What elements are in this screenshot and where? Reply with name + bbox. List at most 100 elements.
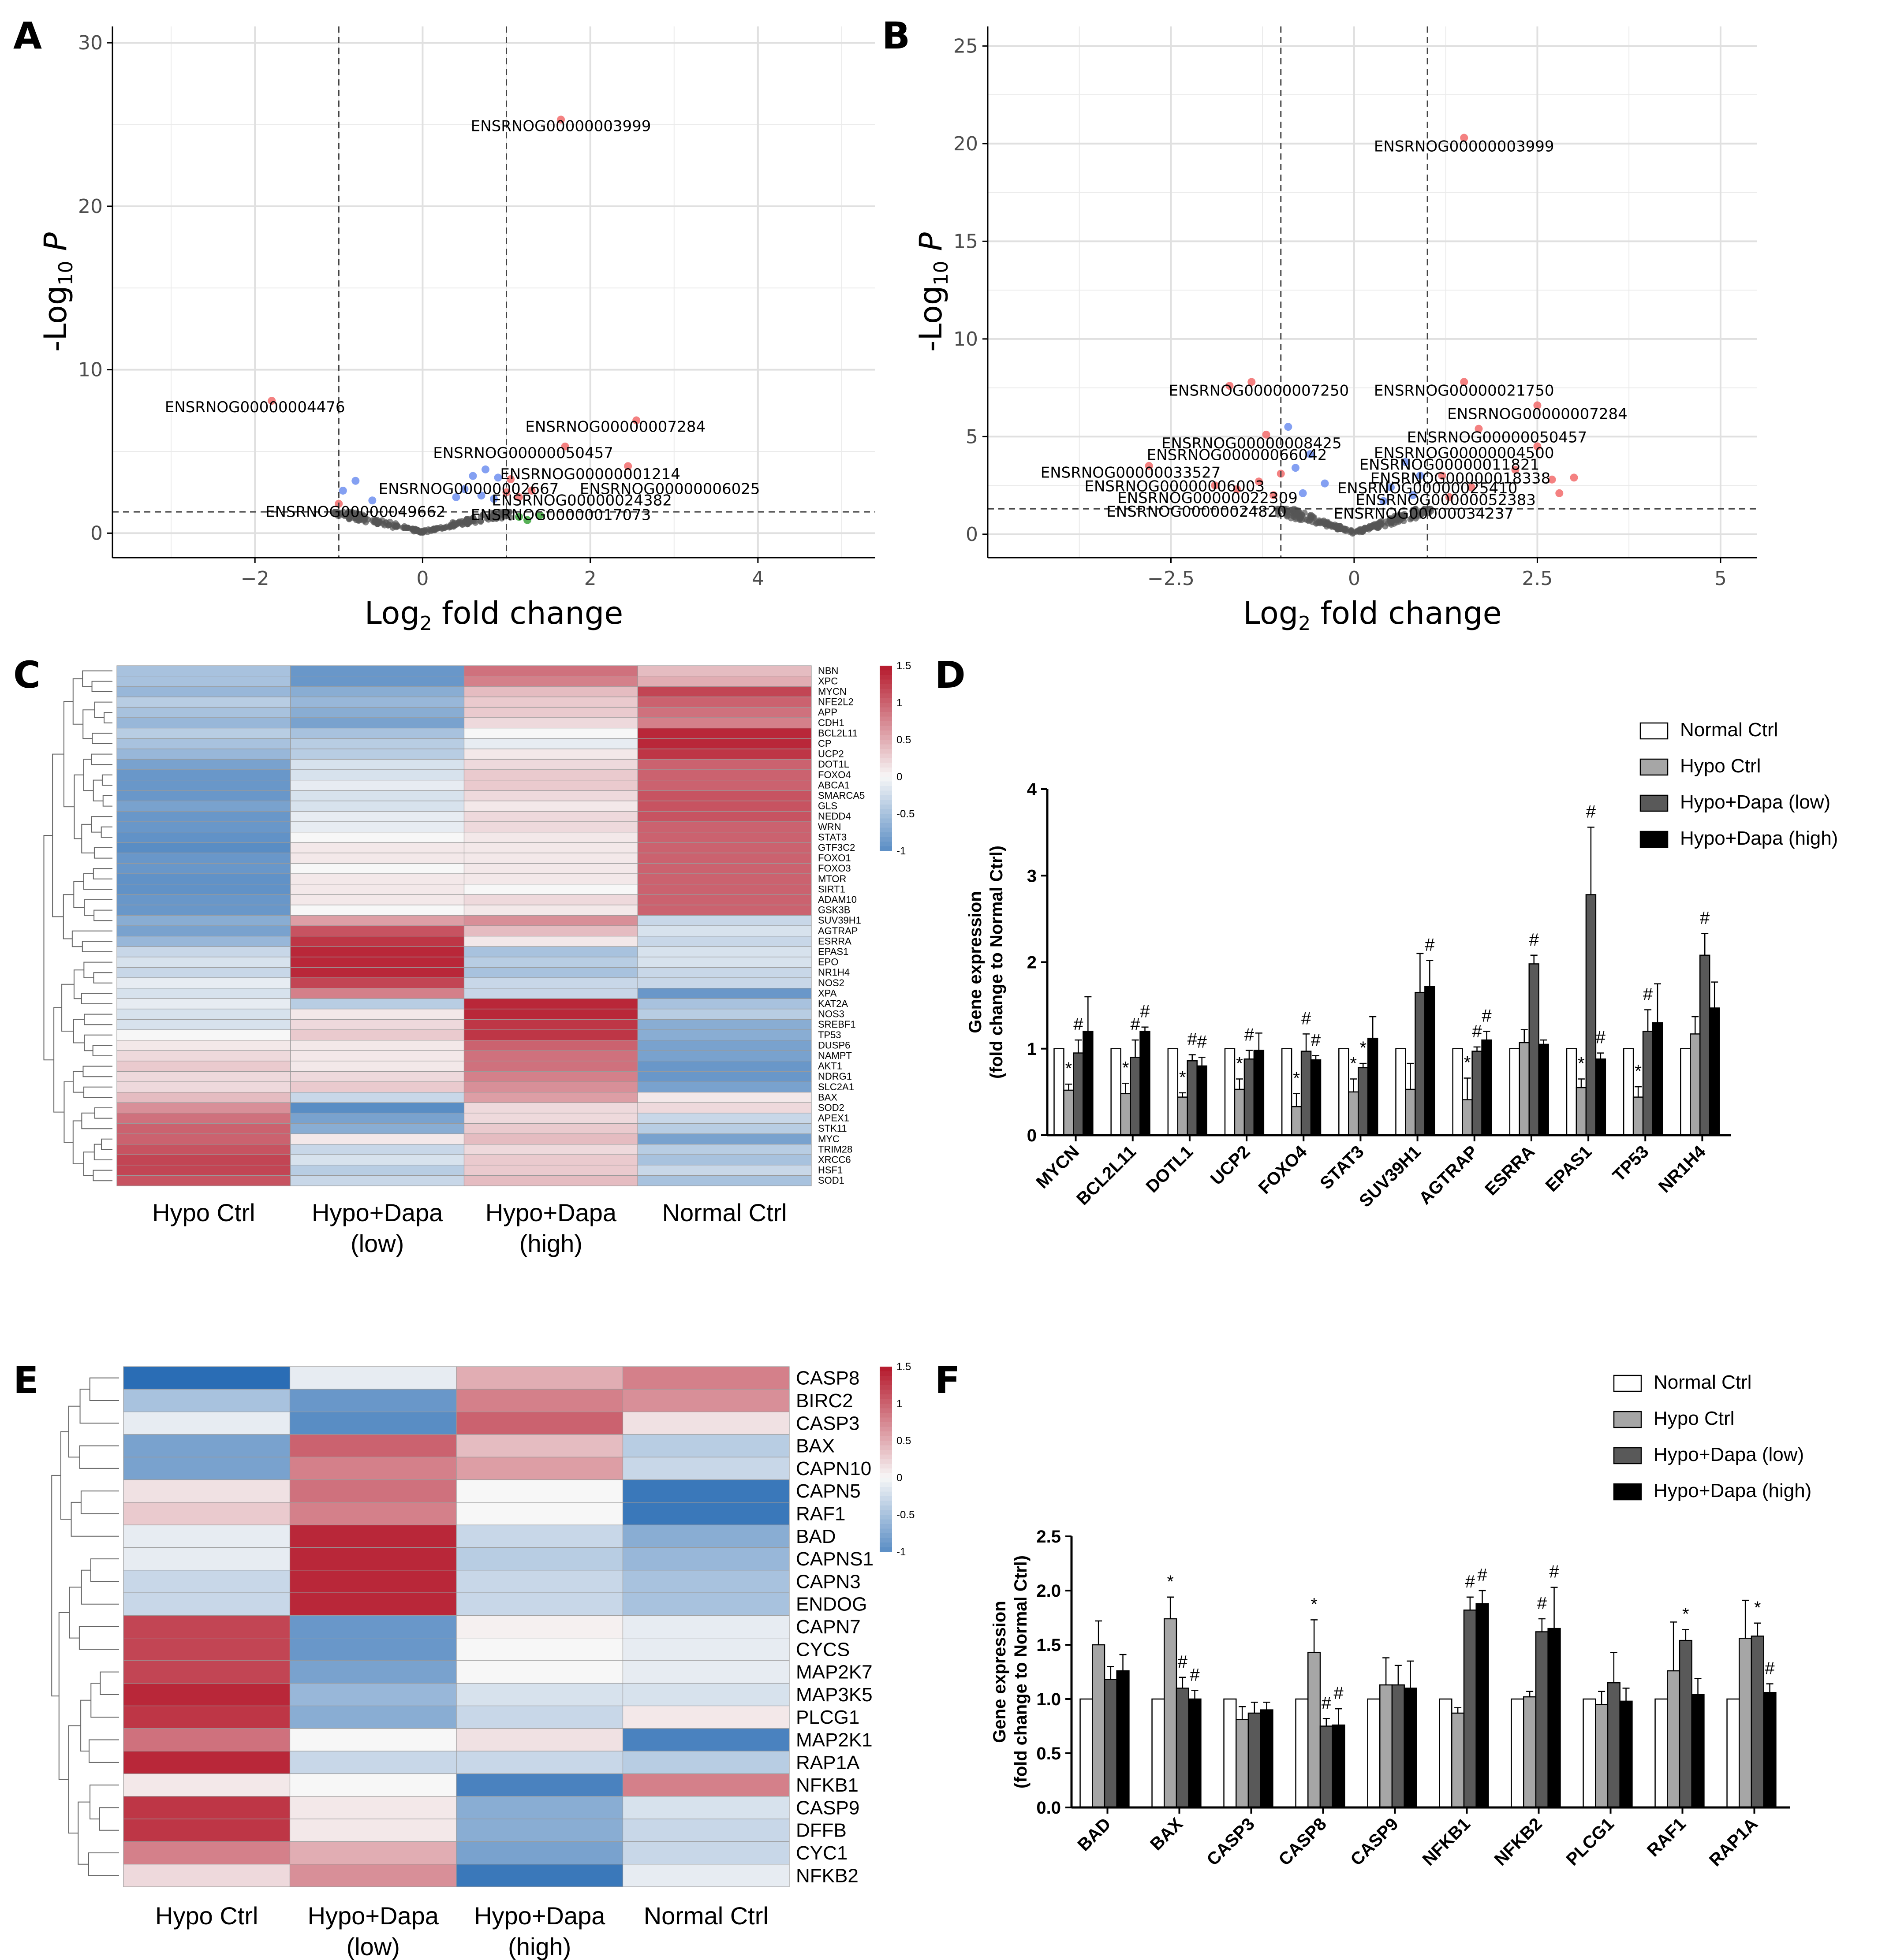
bar-hypo-dapa-low-	[1073, 1052, 1084, 1136]
heatmap-cell	[637, 925, 812, 937]
heatmap-cell	[463, 977, 638, 989]
heatmap-cell	[463, 946, 638, 958]
significance-mark: #	[1586, 802, 1596, 821]
gene-label: ENSRNOG00000018338	[1370, 470, 1551, 488]
row-label: MAP2K1	[796, 1729, 873, 1751]
heatmap-cell	[463, 894, 638, 905]
dendrogram-branch	[63, 1081, 73, 1143]
heatmap-cell	[637, 915, 812, 926]
row-label: CAPN7	[796, 1616, 861, 1638]
heatmap-cell	[463, 738, 638, 749]
dendrogram-branch	[93, 972, 112, 984]
legend-swatch	[1613, 1411, 1642, 1428]
bar-hypo-dapa-low-	[1679, 1640, 1692, 1808]
bar-hypo-ctrl	[1348, 1091, 1359, 1136]
row-label: TP53	[818, 1029, 841, 1040]
heatmap-cell	[637, 863, 812, 874]
gene-label: ENSRNOG00000007250	[1169, 382, 1349, 399]
heatmap-cell	[289, 1796, 457, 1819]
y-tick-label: 1	[1027, 1040, 1037, 1059]
bar-hypo-dapa-high-	[1139, 1031, 1150, 1136]
colorbar-segment	[880, 1422, 892, 1427]
row-label: PLCG1	[796, 1707, 859, 1728]
heatmap-cell	[463, 665, 638, 677]
dendrogram-branch	[83, 1086, 112, 1098]
bar-hypo-ctrl	[1739, 1637, 1752, 1808]
heatmap-cell	[622, 1592, 790, 1616]
heatmap-cell	[456, 1412, 624, 1435]
bar-hypo-dapa-high-	[1595, 1058, 1606, 1136]
bar-hypo-dapa-high-	[1196, 1065, 1207, 1136]
bar-hypo-dapa-high-	[1332, 1724, 1345, 1808]
heatmap-cell	[622, 1547, 790, 1571]
gene-label: ENSRNOG00000003999	[1374, 138, 1554, 156]
colorbar-segment	[880, 753, 892, 759]
heatmap-cell	[463, 863, 638, 874]
colorbar-segment	[880, 781, 892, 786]
heatmap-e: CASP8BIRC2CASP3BAXCAPN10CAPN5RAF1BADCAPN…	[51, 1361, 915, 1960]
heatmap-cell	[123, 1728, 291, 1751]
heatmap-cell	[637, 1029, 812, 1041]
point-blue	[494, 473, 502, 482]
dendrogram-branch	[61, 984, 74, 1032]
row-label: WRN	[818, 821, 841, 832]
dendrogram-branch	[83, 1151, 94, 1176]
colorbar-segment	[880, 1394, 892, 1400]
gene-label: ENSRNOG00000017073	[471, 507, 651, 524]
colorbar-tick-label: 1.5	[896, 1361, 911, 1373]
category-label: DOTL1	[1142, 1142, 1197, 1196]
row-label: NFE2L2	[818, 697, 854, 708]
heatmap-cell	[289, 1366, 457, 1390]
colorbar-tick-label: -0.5	[896, 1509, 915, 1521]
y-axis-title: (fold change to Normal Ctrl)	[1011, 1555, 1031, 1789]
x-tick-label: 0	[416, 567, 429, 590]
gene-label: ENSRNOG00000008425	[1161, 435, 1342, 452]
colorbar-segment	[880, 712, 892, 717]
point-red	[527, 486, 536, 495]
point-ns	[1333, 525, 1340, 531]
column-label: (low)	[351, 1230, 404, 1257]
heatmap-cell	[637, 1133, 812, 1145]
row-label: SOD1	[818, 1175, 844, 1186]
colorbar-segment	[880, 1510, 892, 1515]
dendrogram-branch	[72, 1071, 84, 1093]
colorbar-segment	[880, 1524, 892, 1529]
y-tick-label: 10	[78, 359, 103, 381]
point-blue	[490, 495, 498, 503]
column-label: (high)	[508, 1933, 571, 1960]
colorbar-segment	[880, 1538, 892, 1543]
dendrogram-branch	[52, 753, 64, 917]
colorbar-segment	[880, 1543, 892, 1548]
heatmap-cell	[463, 1102, 638, 1114]
heatmap-cell	[637, 821, 812, 833]
y-tick-label: 25	[953, 35, 978, 57]
row-label: BAX	[796, 1435, 835, 1457]
heatmap-cell	[463, 1071, 638, 1082]
bar-hypo-dapa-high-	[1763, 1692, 1777, 1808]
heatmap-cell	[116, 1102, 291, 1114]
row-label: CASP3	[796, 1412, 859, 1434]
bar-hypo-dapa-low-	[1104, 1679, 1117, 1808]
heatmap-cell	[290, 779, 465, 791]
colorbar-segment	[880, 1441, 892, 1446]
bar-hypo-dapa-low-	[1319, 1725, 1333, 1808]
row-label: SOD2	[818, 1102, 844, 1113]
heatmap-cell	[456, 1524, 624, 1548]
point-red	[1225, 382, 1234, 390]
colorbar-segment	[880, 800, 892, 805]
heatmap-cell	[622, 1524, 790, 1548]
dendrogram-branch	[104, 712, 112, 723]
bar-hypo-dapa-high-	[1538, 1043, 1549, 1136]
point-ns	[1309, 519, 1316, 525]
colorbar-segment	[880, 1408, 892, 1413]
point-blue	[1408, 491, 1417, 499]
heatmap-cell	[637, 883, 812, 895]
y-tick-label: 1.0	[1036, 1690, 1061, 1709]
dendrogram-branch	[80, 1490, 119, 1514]
point-ns	[1409, 514, 1415, 521]
row-label: ABCA1	[818, 779, 850, 790]
significance-mark: #	[1549, 1562, 1559, 1582]
heatmap-cell	[123, 1751, 291, 1774]
heatmap-cell	[622, 1751, 790, 1774]
